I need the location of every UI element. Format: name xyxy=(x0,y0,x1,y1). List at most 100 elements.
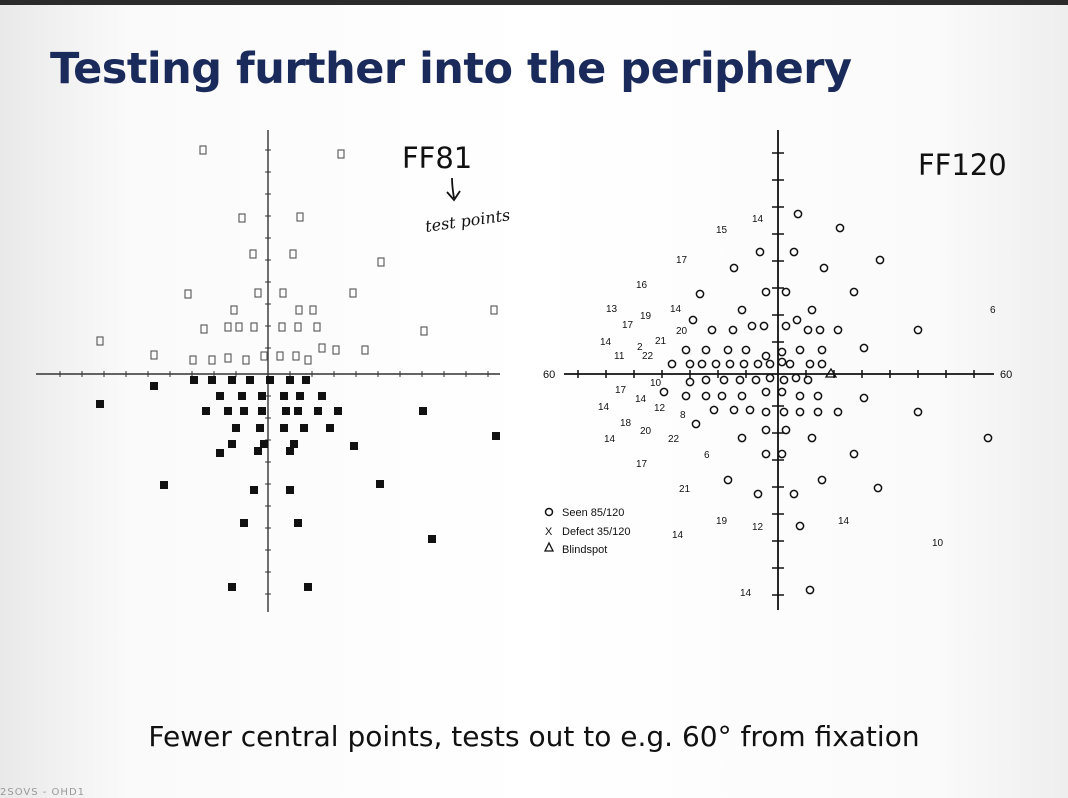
ff120-defect-value: 8 xyxy=(680,410,686,421)
ff120-seen-point xyxy=(755,247,765,257)
ff120-defect-value: 16 xyxy=(636,280,648,291)
ff81-defect-point xyxy=(296,392,304,400)
ff120-seen-point xyxy=(781,425,791,435)
ff81-seen-point xyxy=(199,145,207,155)
ff120-seen-point xyxy=(805,585,815,595)
ff120-seen-point xyxy=(737,305,747,315)
ff120-seen-point xyxy=(849,287,859,297)
ff81-seen-point xyxy=(296,212,304,222)
ff81-defect-point xyxy=(350,442,358,450)
ff81-defect-point xyxy=(282,407,290,415)
ff120-seen-point xyxy=(737,391,747,401)
ff81-defect-point xyxy=(314,407,322,415)
ff81-seen-point xyxy=(295,305,303,315)
ff120-seen-point xyxy=(789,489,799,499)
ff120-axis-ticks xyxy=(577,152,975,596)
ff120-seen-point xyxy=(765,359,775,369)
ff81-annotation: test points xyxy=(424,205,511,236)
ff81-seen-point xyxy=(235,322,243,332)
ff120-seen-point xyxy=(723,345,733,355)
ff81-seen-point xyxy=(184,289,192,299)
ff120-defect-value: 22 xyxy=(642,351,654,362)
ff81-seen-point xyxy=(309,305,317,315)
ff120-defect-value: 21 xyxy=(655,336,667,347)
ff120-seen-point xyxy=(759,321,769,331)
ff120-seen-point xyxy=(813,407,823,417)
ff120-seen-point xyxy=(781,287,791,297)
ff120-legend: Seen 85/120 X Defect 35/120 Blindspot xyxy=(543,507,631,556)
ff120-seen-point xyxy=(737,433,747,443)
ff120-seen-point xyxy=(728,325,738,335)
ff120-defect-value: 14 xyxy=(838,516,850,527)
ff120-seen-point xyxy=(819,263,829,273)
ff81-defect-point xyxy=(492,432,500,440)
ff120-defect-value: 11 xyxy=(614,351,625,362)
ff120-defect-value: 17 xyxy=(615,385,627,396)
ff81-seen-point xyxy=(332,345,340,355)
ff120-defect-value: 18 xyxy=(620,418,632,429)
ff81-seen-point xyxy=(318,343,326,353)
ff120-seen-point xyxy=(817,359,827,369)
ff120-defect-value: 17 xyxy=(676,255,688,266)
ff81-defect-point xyxy=(240,407,248,415)
ff120-seen-point xyxy=(719,375,729,385)
ff120-defect-value: 2 xyxy=(637,342,643,353)
ff120-seen-point xyxy=(667,359,677,369)
legend-seen-icon xyxy=(544,507,554,517)
ff120-seen-point xyxy=(729,405,739,415)
ff81-seen-point xyxy=(254,288,262,298)
ff81-defect-point xyxy=(240,519,248,527)
ff120-seen-point xyxy=(735,375,745,385)
ff120-defect-value: 12 xyxy=(654,403,666,414)
legend-defect-icon: X xyxy=(545,526,553,538)
ff81-defect-point xyxy=(326,424,334,432)
ff120-seen-point xyxy=(817,475,827,485)
ff120-seen-point xyxy=(765,373,775,383)
ff81-defect-points xyxy=(96,376,500,591)
ff120-seen-point xyxy=(803,325,813,335)
ff120-seen-point xyxy=(777,449,787,459)
ff120-seen-point xyxy=(777,357,787,367)
ff120-seen-point xyxy=(761,449,771,459)
ff120-defect-value: 14 xyxy=(670,304,682,315)
ff120-defect-value: 6 xyxy=(704,450,710,461)
ff81-defect-point xyxy=(318,392,326,400)
ff81-seen-point xyxy=(420,326,428,336)
ff120-seen-point xyxy=(761,407,771,417)
ff81-seen-point xyxy=(242,355,250,365)
ff120-seen-point xyxy=(849,449,859,459)
ff81-defect-point xyxy=(334,407,342,415)
ff120-defect-value: 13 xyxy=(606,304,618,315)
ff81-seen-point xyxy=(189,355,197,365)
ff120-defect-value: 10 xyxy=(932,538,944,549)
ff81-seen-point xyxy=(250,322,258,332)
ff81-seen-point xyxy=(249,249,257,259)
ff120-seen-point xyxy=(691,419,701,429)
ff120-seen-points xyxy=(659,209,993,595)
ff120-defect-value: 14 xyxy=(635,394,647,405)
ff81-seen-point xyxy=(304,355,312,365)
ff120-defect-value: 22 xyxy=(668,434,680,445)
ff81-defect-point xyxy=(150,382,158,390)
legend-blindspot-label: Blindspot xyxy=(562,544,607,556)
ff120-defect-value: 14 xyxy=(672,530,684,541)
ff120-defect-value: 14 xyxy=(752,214,764,225)
ff81-seen-point xyxy=(490,305,498,315)
ff81-defect-point xyxy=(246,376,254,384)
ff120-seen-point xyxy=(753,489,763,499)
ff81-defect-point xyxy=(290,440,298,448)
ff81-seen-point xyxy=(150,350,158,360)
ff81-defect-point xyxy=(376,480,384,488)
ff81-axis-ticks xyxy=(59,149,489,595)
ff120-seen-point xyxy=(681,345,691,355)
ff81-defect-point xyxy=(280,392,288,400)
ff81-label: FF81 xyxy=(402,141,472,175)
ff120-seen-point xyxy=(725,359,735,369)
ff81-seen-points xyxy=(96,145,498,365)
ff120-seen-point xyxy=(751,375,761,385)
ff120-defect-value: 14 xyxy=(598,402,610,413)
ff81-defect-point xyxy=(294,519,302,527)
ff120-seen-point xyxy=(745,405,755,415)
